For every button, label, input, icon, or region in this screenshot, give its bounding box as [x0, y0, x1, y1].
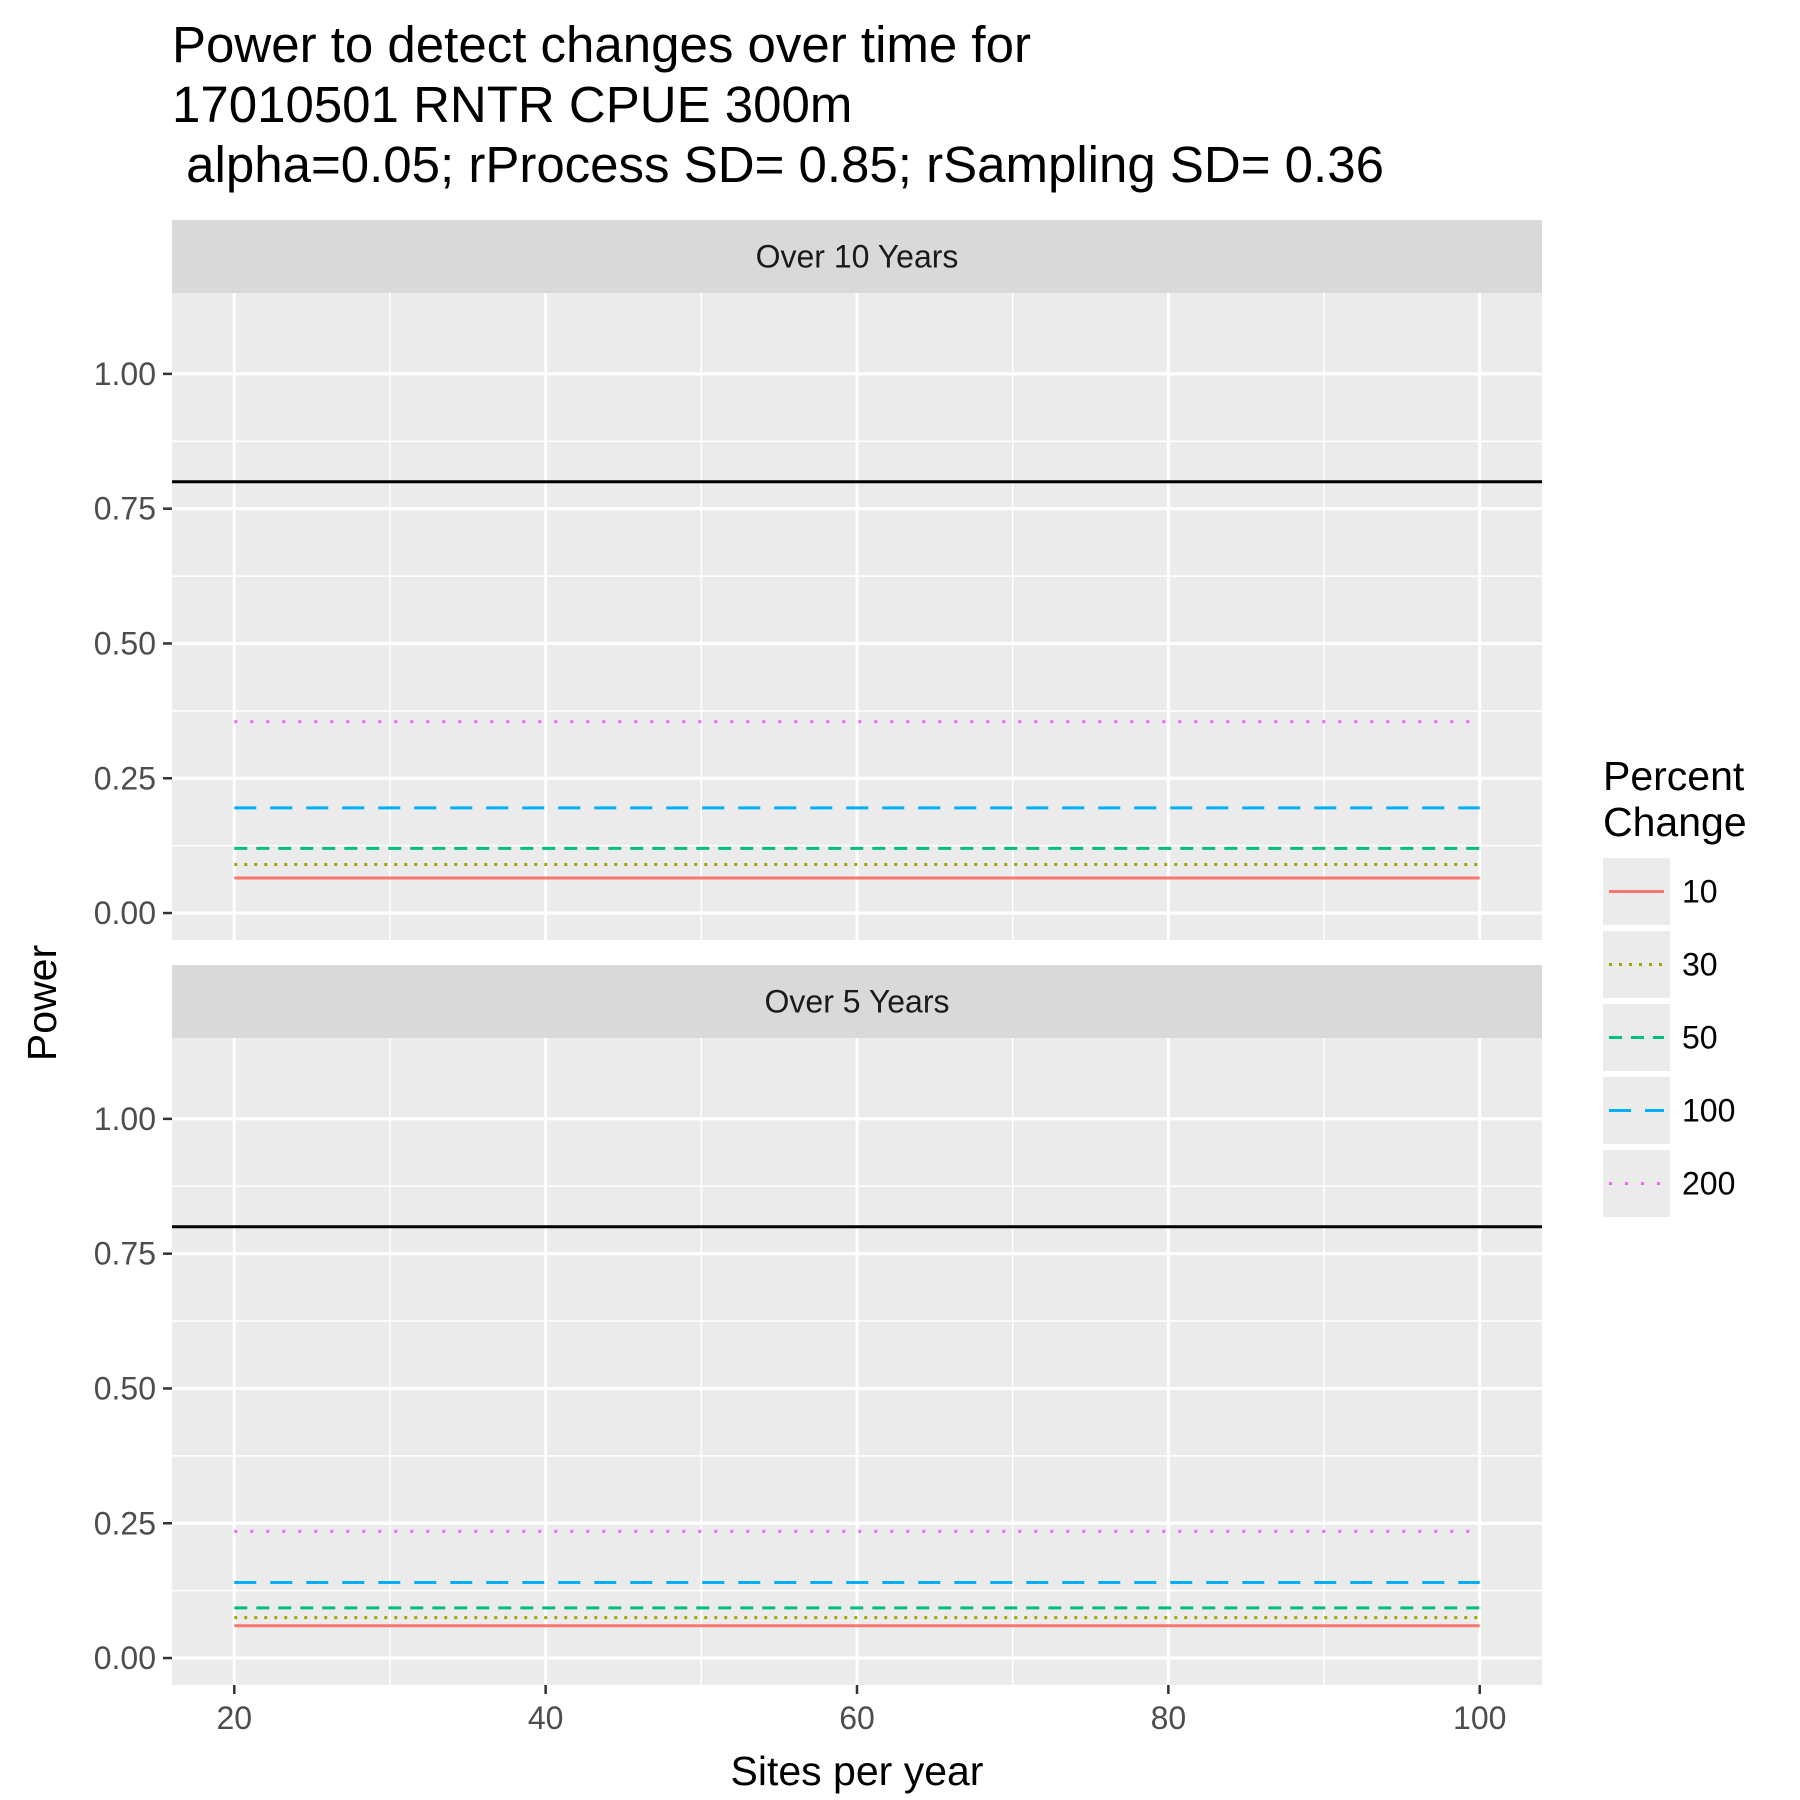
y-tick-label: 0.75: [94, 491, 156, 527]
title-line-2: 17010501 RNTR CPUE 300m: [172, 76, 852, 133]
x-tick-label: 60: [839, 1700, 875, 1736]
y-tick-label: 1.00: [94, 1101, 156, 1137]
y-tick-label: 0.00: [94, 1640, 156, 1676]
facet-strip-label: Over 5 Years: [765, 984, 950, 1020]
y-tick-label: 0.25: [94, 1505, 156, 1541]
y-tick-label: 0.75: [94, 1236, 156, 1272]
legend-label-100: 100: [1682, 1093, 1735, 1129]
facet-panel-1: Over 10 Years 0.00 0.25 0.50 0.75 1.00: [94, 220, 1542, 940]
title-line-1: Power to detect changes over time for: [172, 16, 1031, 73]
legend-label-50: 50: [1682, 1020, 1718, 1056]
y-tick-label: 0.25: [94, 760, 156, 796]
x-tick-label: 40: [528, 1700, 564, 1736]
x-axis: 20 40 60 80 100: [216, 1685, 1506, 1736]
y-tick-label: 0.50: [94, 1370, 156, 1406]
x-tick-label: 20: [216, 1700, 252, 1736]
x-tick-label: 80: [1151, 1700, 1187, 1736]
x-axis-title: Sites per year: [731, 1748, 984, 1794]
y-tick-label: 1.00: [94, 356, 156, 392]
legend-title-line-2: Change: [1603, 799, 1747, 845]
facet-strip-label: Over 10 Years: [756, 239, 959, 275]
legend-label-30: 30: [1682, 947, 1718, 983]
y-tick-label: 0.00: [94, 895, 156, 931]
legend-title-line-1: Percent: [1603, 753, 1745, 799]
y-tick-label: 0.50: [94, 625, 156, 661]
legend-label-10: 10: [1682, 874, 1718, 910]
x-tick-label: 100: [1453, 1700, 1506, 1736]
legend-key-background: [1603, 931, 1670, 998]
facet-strip-background: [172, 965, 1542, 1038]
title-line-3: alpha=0.05; rProcess SD= 0.85; rSampling…: [172, 136, 1384, 193]
chart-title: Power to detect changes over time for 17…: [172, 16, 1384, 193]
legend-label-200: 200: [1682, 1166, 1735, 1202]
facet-panel-2: Over 5 Years 0.00 0.25 0.50 0.75 1.00: [94, 965, 1542, 1685]
y-axis-title: Power: [19, 945, 65, 1061]
facet-strip-background: [172, 220, 1542, 293]
